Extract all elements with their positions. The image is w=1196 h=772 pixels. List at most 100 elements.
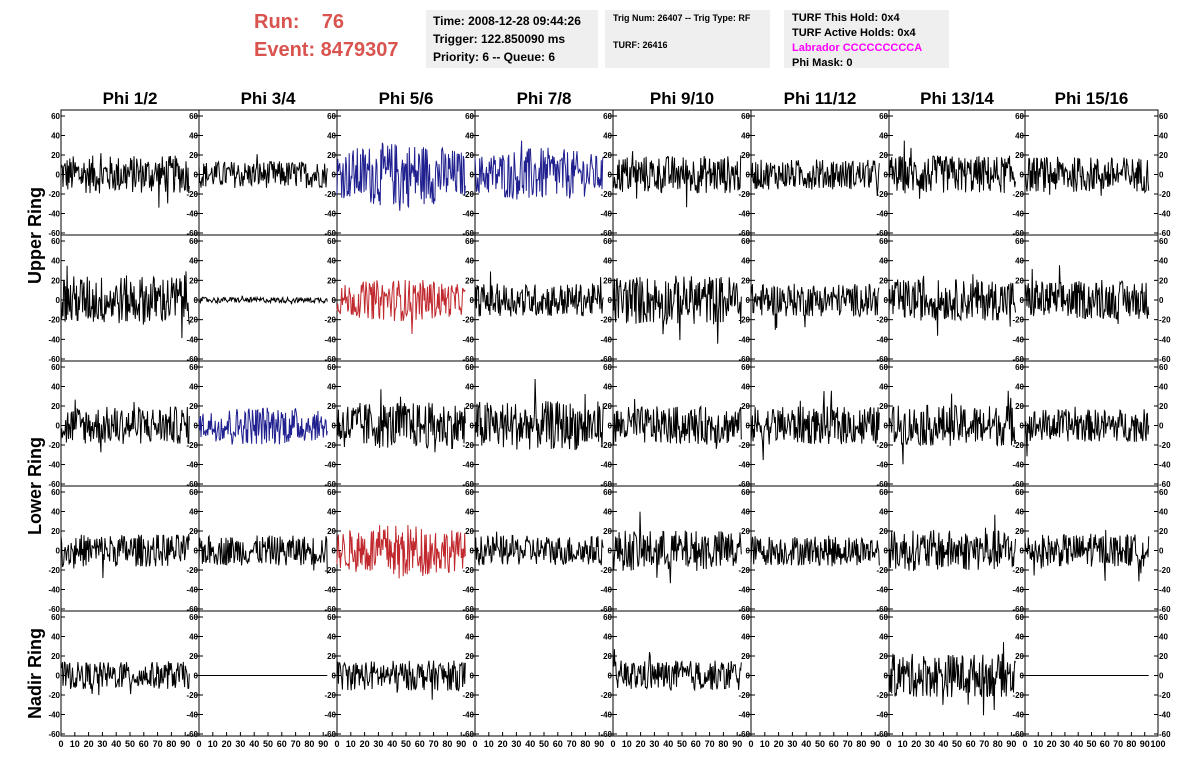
x-tick-label: 40 bbox=[1073, 739, 1083, 749]
y-tick-label-left: 20 bbox=[603, 652, 612, 661]
y-tick-label-left: 20 bbox=[1015, 402, 1024, 411]
y-tick-label-right: 0 bbox=[1159, 171, 1164, 180]
y-tick-label-left: 20 bbox=[327, 151, 336, 160]
x-tick-label: 0 bbox=[472, 739, 477, 749]
x-tick-label: 70 bbox=[843, 739, 853, 749]
waveform-trace bbox=[336, 524, 466, 579]
x-tick-label: 100 bbox=[1150, 739, 1165, 749]
waveform-trace bbox=[60, 399, 190, 453]
y-tick-label-left: 60 bbox=[327, 112, 336, 121]
y-tick-label-left: -60 bbox=[186, 605, 198, 614]
y-tick-label-left: -20 bbox=[600, 691, 612, 700]
y-tick-label-left: 60 bbox=[51, 363, 60, 372]
y-tick-label-left: -20 bbox=[738, 566, 750, 575]
y-tick-label-left: 0 bbox=[56, 672, 61, 681]
y-tick-label-right: 60 bbox=[1159, 613, 1168, 622]
y-tick-label-left: 20 bbox=[327, 527, 336, 536]
y-tick-label-left: 0 bbox=[884, 547, 889, 556]
y-tick-label-right: 0 bbox=[1159, 672, 1164, 681]
y-tick-label-left: 0 bbox=[1020, 547, 1025, 556]
waveform-trace bbox=[1024, 265, 1150, 325]
y-tick-label-left: -20 bbox=[186, 441, 198, 450]
y-tick-label-left: -40 bbox=[186, 586, 198, 595]
y-tick-label-left: -40 bbox=[600, 210, 612, 219]
y-tick-label-left: -20 bbox=[1012, 691, 1024, 700]
y-tick-label-right: 40 bbox=[1159, 132, 1168, 141]
y-tick-label-left: 20 bbox=[741, 527, 750, 536]
waveform-trace bbox=[750, 535, 880, 567]
x-tick-label: 30 bbox=[787, 739, 797, 749]
y-tick-label-left: -20 bbox=[48, 190, 60, 199]
x-tick-label: 40 bbox=[938, 739, 948, 749]
y-tick-label-right: 20 bbox=[1159, 276, 1168, 285]
y-tick-label-left: -40 bbox=[324, 335, 336, 344]
y-tick-label-left: 60 bbox=[603, 363, 612, 372]
y-tick-label-left: -60 bbox=[1012, 480, 1024, 489]
y-tick-label-left: 40 bbox=[603, 633, 612, 642]
waveform-trace bbox=[474, 271, 604, 317]
x-tick-label: 20 bbox=[636, 739, 646, 749]
y-tick-label-left: 0 bbox=[884, 296, 889, 305]
y-tick-label-left: 0 bbox=[746, 296, 751, 305]
waveform-trace bbox=[198, 154, 328, 189]
y-tick-label-left: 0 bbox=[56, 422, 61, 431]
y-tick-label-left: -20 bbox=[186, 190, 198, 199]
y-tick-label-left: -60 bbox=[462, 229, 474, 238]
y-tick-label-right: 20 bbox=[1159, 527, 1168, 536]
x-tick-label: 70 bbox=[1113, 739, 1123, 749]
waveform-trace bbox=[750, 159, 880, 196]
x-tick-label: 30 bbox=[373, 739, 383, 749]
x-tick-label: 10 bbox=[484, 739, 494, 749]
y-tick-label-left: 60 bbox=[465, 363, 474, 372]
x-tick-label: 20 bbox=[911, 739, 921, 749]
column-label: Phi 9/10 bbox=[650, 89, 714, 108]
y-tick-label-left: 60 bbox=[189, 237, 198, 246]
y-tick-label-left: 40 bbox=[1015, 132, 1024, 141]
x-tick-label: 40 bbox=[111, 739, 121, 749]
x-tick-label: 60 bbox=[553, 739, 563, 749]
y-tick-label-left: 20 bbox=[603, 402, 612, 411]
waveform-trace bbox=[198, 407, 328, 445]
y-tick-label-left: 40 bbox=[189, 633, 198, 642]
y-tick-label-left: 0 bbox=[746, 672, 751, 681]
waveform-trace bbox=[612, 398, 742, 449]
x-tick-label: 20 bbox=[84, 739, 94, 749]
y-tick-label-right: -40 bbox=[1159, 711, 1171, 720]
y-tick-label-left: -40 bbox=[1012, 586, 1024, 595]
y-tick-label-left: -40 bbox=[738, 586, 750, 595]
x-tick-label: 10 bbox=[622, 739, 632, 749]
x-tick-label: 60 bbox=[277, 739, 287, 749]
y-tick-label-left: -20 bbox=[324, 441, 336, 450]
y-tick-label-left: -60 bbox=[324, 355, 336, 364]
y-tick-label-left: -60 bbox=[600, 605, 612, 614]
labrador-text: Labrador CCCCCCCCCA bbox=[792, 42, 923, 54]
column-label: Phi 3/4 bbox=[241, 89, 296, 108]
y-tick-label-left: -20 bbox=[1012, 566, 1024, 575]
y-tick-label-left: 0 bbox=[56, 171, 61, 180]
x-tick-label: 20 bbox=[774, 739, 784, 749]
x-tick-label: 90 bbox=[870, 739, 880, 749]
y-tick-label-left: -20 bbox=[324, 691, 336, 700]
y-tick-label-right: -60 bbox=[1159, 480, 1171, 489]
x-tick-label: 40 bbox=[387, 739, 397, 749]
row-group-label: Lower Ring bbox=[25, 437, 45, 535]
y-tick-label-left: 60 bbox=[465, 237, 474, 246]
y-tick-label-left: 60 bbox=[465, 488, 474, 497]
y-tick-label-left: 40 bbox=[327, 383, 336, 392]
y-tick-label-left: -20 bbox=[738, 441, 750, 450]
x-tick-label: 10 bbox=[760, 739, 770, 749]
y-tick-label-left: -40 bbox=[186, 210, 198, 219]
y-tick-label-left: 0 bbox=[470, 422, 475, 431]
waveform-trace bbox=[750, 390, 880, 461]
waveform-trace bbox=[612, 275, 742, 344]
y-tick-label-left: 40 bbox=[189, 257, 198, 266]
y-tick-label-left: 20 bbox=[51, 276, 60, 285]
x-tick-label: 90 bbox=[1006, 739, 1016, 749]
x-tick-label: 0 bbox=[748, 739, 753, 749]
x-tick-label: 20 bbox=[222, 739, 232, 749]
y-tick-label-left: -40 bbox=[324, 711, 336, 720]
y-tick-label-left: -60 bbox=[876, 730, 888, 739]
y-tick-label-left: 20 bbox=[741, 402, 750, 411]
y-tick-label-left: -60 bbox=[324, 229, 336, 238]
y-tick-label-left: 60 bbox=[603, 237, 612, 246]
